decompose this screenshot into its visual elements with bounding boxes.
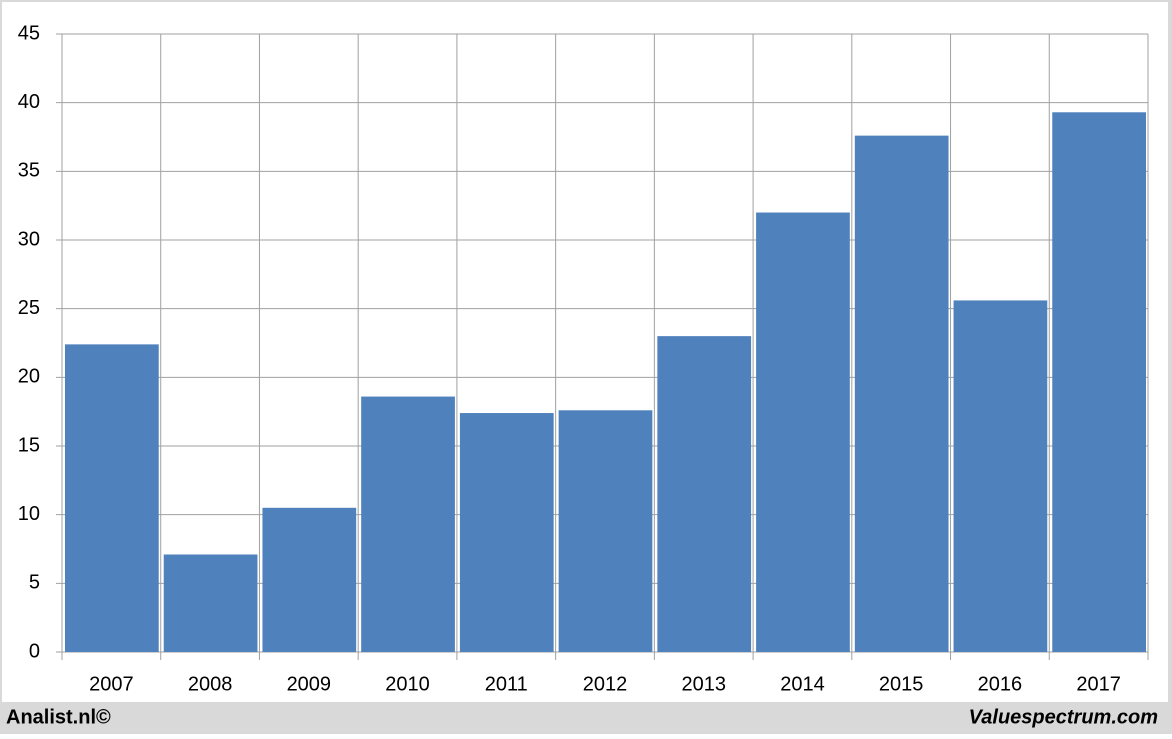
footer-right: Valuespectrum.com (969, 706, 1158, 728)
y-tick-label: 5 (29, 572, 40, 594)
bar (163, 554, 258, 652)
y-tick-label: 20 (18, 366, 40, 388)
y-tick-label: 45 (18, 22, 40, 44)
bar (262, 507, 357, 652)
y-tick-label: 40 (18, 91, 40, 113)
x-tick-label: 2016 (978, 673, 1023, 695)
bar (459, 413, 554, 652)
x-tick-label: 2012 (583, 673, 628, 695)
x-tick-label: 2017 (1076, 673, 1121, 695)
footer-left: Analist.nl© (6, 706, 111, 728)
x-tick-label: 2015 (879, 673, 924, 695)
x-tick-label: 2014 (780, 673, 825, 695)
bar (65, 344, 159, 652)
plot: 0 5 10 15 20 25 30 35 40 45 2007 2008 2009 2010 2011 20… (18, 22, 1149, 695)
x-tick-label: 2011 (485, 673, 528, 695)
bar (953, 300, 1048, 652)
x-tick-label: 2008 (188, 673, 233, 695)
y-tick-label: 10 (18, 503, 40, 525)
y-tick-label: 0 (29, 640, 40, 662)
x-tick-label: 2007 (89, 673, 134, 695)
x-tick-label: 2010 (385, 673, 430, 695)
bar (854, 135, 949, 653)
bar (361, 396, 455, 652)
y-tick-label: 25 (18, 297, 40, 319)
bar (558, 410, 653, 652)
y-tick-label: 35 (18, 160, 40, 182)
x-tick-label: 2009 (287, 673, 332, 695)
bar (756, 212, 850, 653)
y-tick-label: 15 (18, 434, 40, 456)
y-tick-label: 30 (18, 228, 40, 250)
bar (657, 336, 752, 652)
x-tick-label: 2013 (681, 673, 726, 695)
bar (1052, 112, 1146, 652)
